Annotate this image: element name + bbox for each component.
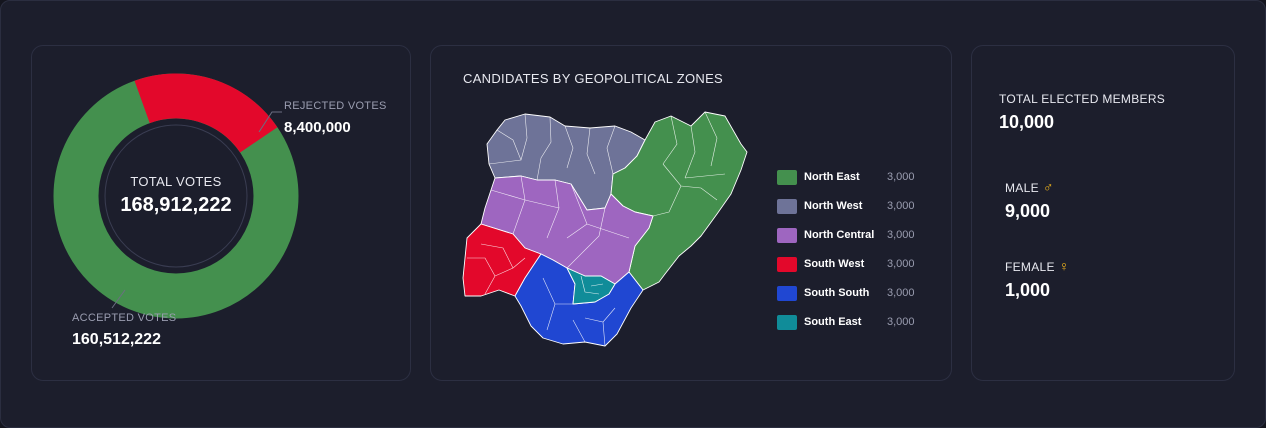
accepted-votes-value: 160,512,222 <box>72 331 161 348</box>
legend-zone-value: 3,000 <box>887 200 915 212</box>
legend-zone-value: 3,000 <box>887 229 915 241</box>
legend-swatch <box>777 286 797 301</box>
female-label: FEMALE <box>1005 260 1055 274</box>
female-value: 1,000 <box>1005 280 1051 300</box>
accepted-leader-line <box>111 289 126 309</box>
donut-inner-ring <box>104 124 248 268</box>
legend-item-south-east[interactable]: South East 3,000 <box>777 313 937 342</box>
legend-zone-value: 3,000 <box>887 258 915 270</box>
legend-zone-name: South East <box>804 316 862 328</box>
legend-swatch <box>777 315 797 330</box>
legend-item-north-central[interactable]: North Central 3,000 <box>777 226 937 255</box>
map-zone-south-west[interactable] <box>462 223 542 297</box>
legend-swatch <box>777 170 797 185</box>
legend-swatch <box>777 257 797 272</box>
legend-swatch <box>777 199 797 214</box>
male-symbol-icon: ♂ <box>1042 179 1054 195</box>
elected-members-card: TOTAL ELECTED MEMBERS 10,000 MALE ♂ 9,000… <box>971 45 1235 381</box>
legend-zone-value: 3,000 <box>887 171 915 183</box>
rejected-leader-line <box>258 111 282 133</box>
total-votes-value: 168,912,222 <box>120 194 232 216</box>
legend-zone-name: South South <box>804 287 870 299</box>
rejected-votes-label: REJECTED VOTES <box>284 100 387 112</box>
legend-item-south-south[interactable]: South South 3,000 <box>777 284 937 313</box>
female-row: FEMALE ♀ <box>1005 258 1069 276</box>
legend-zone-name: South West <box>804 258 865 270</box>
legend-zone-name: North East <box>804 171 860 183</box>
votes-card: TOTAL VOTES 168,912,222 REJECTED VOTES 8… <box>31 45 411 381</box>
total-elected-label: TOTAL ELECTED MEMBERS <box>999 92 1166 106</box>
legend-zone-name: North Central <box>804 229 875 241</box>
votes-donut-chart <box>48 68 304 324</box>
state-borders <box>467 111 726 347</box>
legend-swatch <box>777 228 797 243</box>
legend-item-south-west[interactable]: South West 3,000 <box>777 255 937 284</box>
map-title: CANDIDATES BY GEOPOLITICAL ZONES <box>463 71 724 86</box>
zones-legend: North East 3,000 North West 3,000 North … <box>777 168 937 342</box>
total-votes-label: TOTAL VOTES <box>130 174 222 189</box>
legend-zone-name: North West <box>804 200 863 212</box>
donut-rejected-segment[interactable] <box>48 68 304 324</box>
legend-item-north-east[interactable]: North East 3,000 <box>777 168 937 197</box>
rejected-votes-value: 8,400,000 <box>284 119 351 136</box>
legend-zone-value: 3,000 <box>887 316 915 328</box>
female-symbol-icon: ♀ <box>1058 258 1070 274</box>
male-label: MALE <box>1005 181 1039 195</box>
total-elected-value: 10,000 <box>999 112 1055 132</box>
nigeria-zones-map <box>462 111 748 347</box>
legend-item-north-west[interactable]: North West 3,000 <box>777 197 937 226</box>
geopolitical-zones-card: CANDIDATES BY GEOPOLITICAL ZONES <box>430 45 952 381</box>
legend-zone-value: 3,000 <box>887 287 915 299</box>
accepted-votes-label: ACCEPTED VOTES <box>72 312 177 324</box>
male-value: 9,000 <box>1005 201 1051 221</box>
male-row: MALE ♂ <box>1005 179 1053 197</box>
